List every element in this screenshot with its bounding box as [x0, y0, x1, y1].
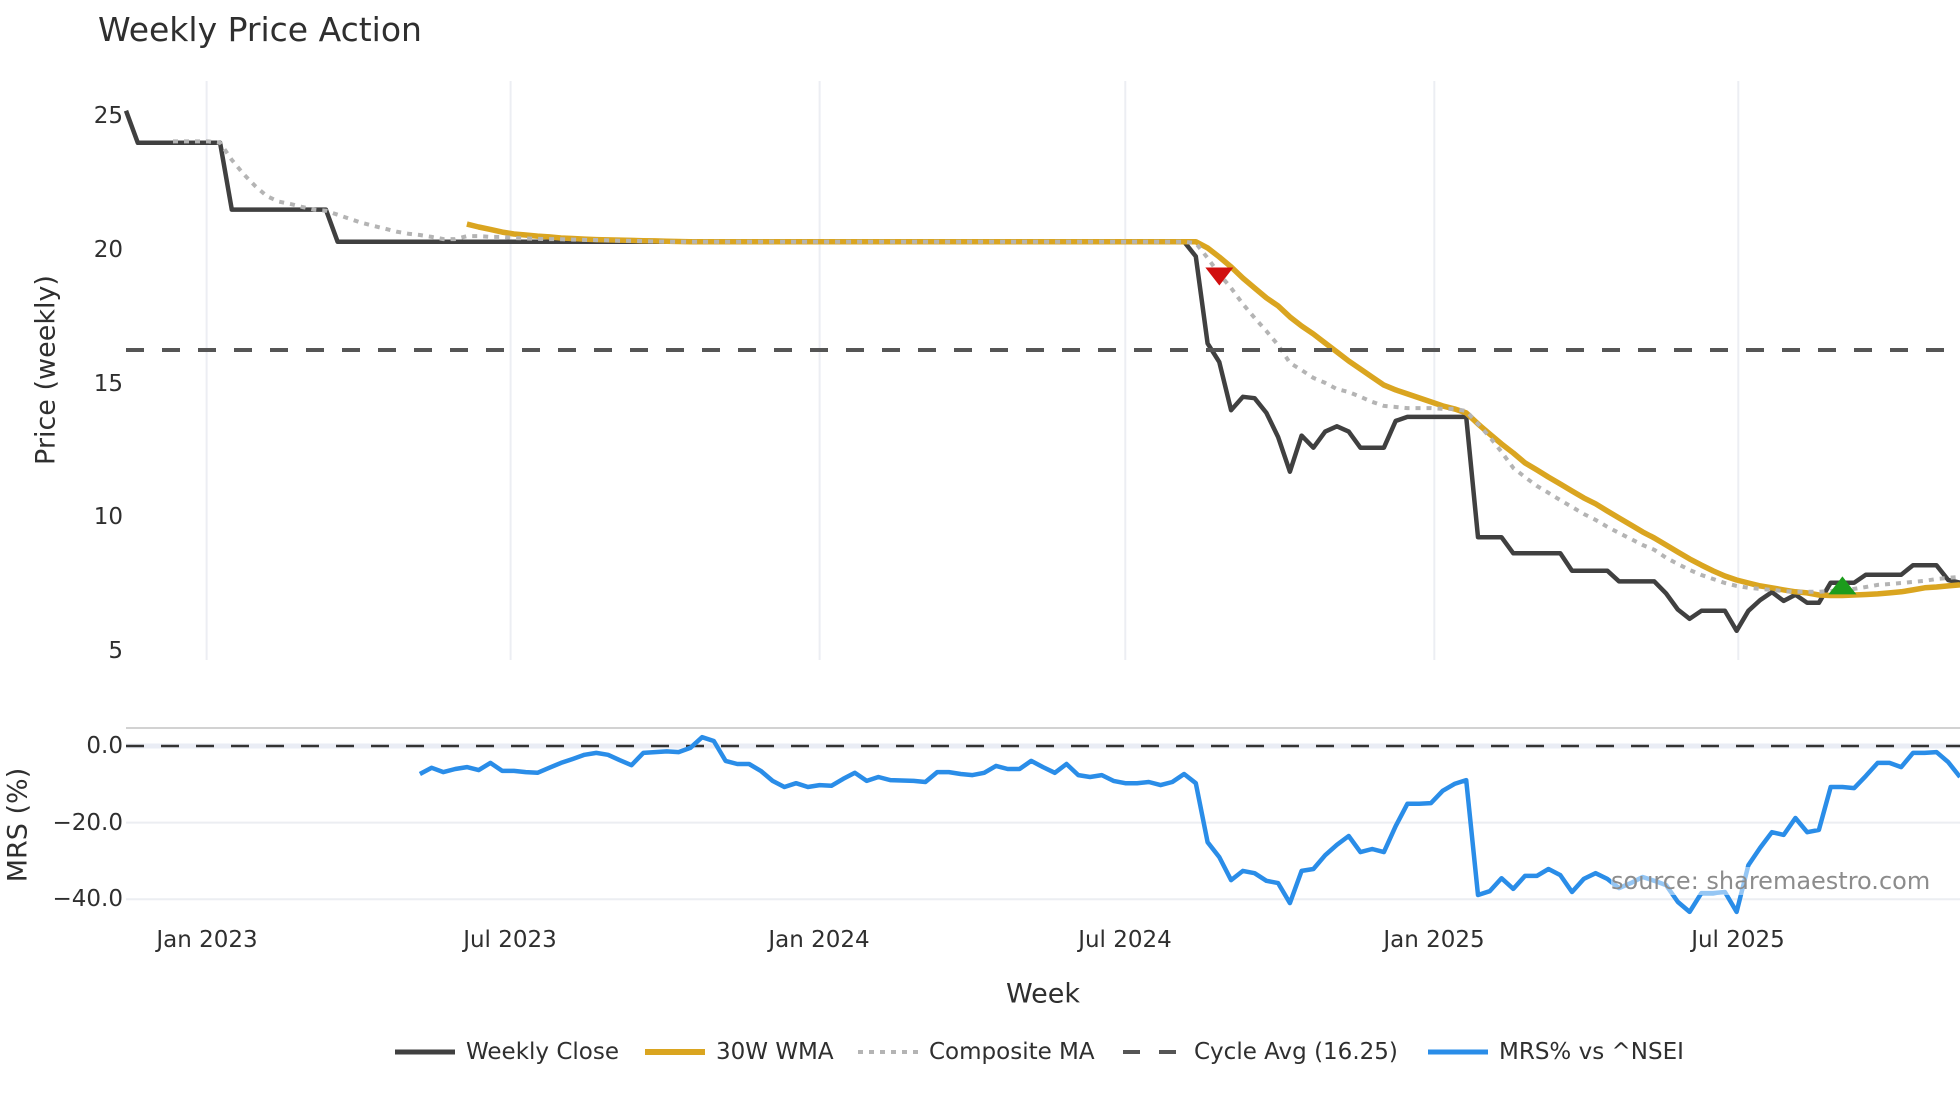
- legend-label: MRS% vs ^NSEI: [1499, 1039, 1684, 1065]
- legend-item-30w-wma[interactable]: 30W WMA: [645, 1039, 834, 1065]
- legend-item-composite-ma[interactable]: Composite MA: [858, 1039, 1095, 1065]
- x-tick-label: Jul 2025: [1691, 927, 1785, 953]
- legend-item-mrs[interactable]: MRS% vs ^NSEI: [1428, 1039, 1684, 1065]
- 30w-wma-line: [466, 221, 1960, 599]
- gridlines: [126, 81, 1960, 901]
- sell-signal-marker-icon: [1205, 267, 1234, 286]
- mrs-ytick-label: −40.0: [52, 886, 123, 912]
- legend-item-weekly-close[interactable]: Weekly Close: [395, 1039, 619, 1065]
- legend-label: 30W WMA: [716, 1039, 834, 1065]
- composite-ma-line: [173, 139, 1960, 594]
- source-annotation: source: sharemaestro.com: [1611, 867, 1931, 895]
- solid-line-icon: [645, 1049, 705, 1055]
- x-tick-label: Jan 2024: [768, 927, 870, 953]
- legend-label: Cycle Avg (16.25): [1194, 1039, 1398, 1065]
- x-tick-label: Jan 2023: [156, 927, 258, 953]
- legend-item-cycle-avg[interactable]: Cycle Avg (16.25): [1123, 1039, 1398, 1065]
- x-tick-label: Jul 2023: [463, 927, 557, 953]
- price-ytick-label: 25: [93, 103, 123, 129]
- legend-label: Weekly Close: [466, 1039, 619, 1065]
- price-axis-title: Price (weekly): [30, 275, 62, 465]
- weekly-close-line: [123, 109, 1960, 634]
- x-tick-label: Jan 2025: [1383, 927, 1485, 953]
- chart-title: Weekly Price Action: [98, 10, 422, 49]
- mrs-ytick-label: −20.0: [52, 810, 123, 836]
- price-ytick-label: 15: [93, 371, 123, 397]
- mrs-axis-title: MRS (%): [2, 767, 34, 883]
- buy-signal-marker-icon: [1828, 576, 1857, 595]
- mrs-ytick-label: 0.0: [86, 733, 123, 759]
- dotted-line-icon: [858, 1050, 918, 1054]
- legend-label: Composite MA: [929, 1039, 1095, 1065]
- dashed-line-icon: [1123, 1050, 1183, 1054]
- price-ytick-label: 5: [108, 638, 123, 664]
- price-ytick-label: 10: [93, 504, 123, 530]
- solid-line-icon: [395, 1049, 455, 1055]
- x-tick-label: Jul 2024: [1078, 927, 1172, 953]
- x-axis-title: Week: [1006, 978, 1080, 1010]
- price-ytick-label: 20: [93, 237, 123, 263]
- solid-line-icon: [1428, 1049, 1488, 1055]
